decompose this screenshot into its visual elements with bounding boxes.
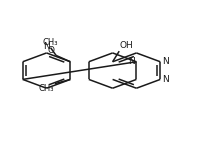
Text: O: O — [48, 46, 55, 55]
Text: N: N — [128, 57, 135, 66]
Text: CH₃: CH₃ — [43, 38, 58, 47]
Text: N: N — [162, 75, 169, 84]
Text: N: N — [162, 57, 169, 66]
Text: CH₃: CH₃ — [39, 84, 54, 93]
Text: N: N — [43, 42, 50, 51]
Text: OH: OH — [120, 41, 133, 50]
